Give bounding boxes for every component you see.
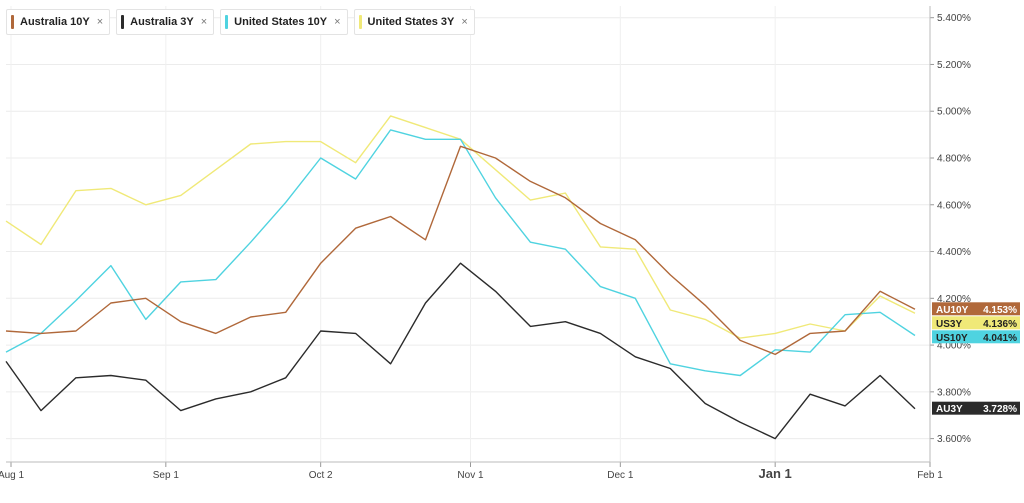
x-tick-label: Oct 2 <box>309 470 333 481</box>
close-icon[interactable]: × <box>334 16 341 28</box>
last-value-box <box>932 330 1020 344</box>
legend-item-united-states-10y[interactable]: United States 10Y × <box>220 9 348 35</box>
last-value-box <box>932 302 1020 316</box>
legend-label-united-states-10y: United States 10Y <box>234 16 328 28</box>
series-last-value: 3.728% <box>983 404 1017 415</box>
y-tick-label: 4.600% <box>937 200 971 211</box>
series-tag: US10Y <box>936 333 968 344</box>
series-tag: AU10Y <box>936 305 969 316</box>
grid <box>6 6 931 462</box>
x-tick-label: Jan 1 <box>759 466 792 481</box>
last-value-label-us10y: US10Y 4.041% <box>932 330 1020 344</box>
y-tick-label: 3.800% <box>937 387 971 398</box>
close-icon[interactable]: × <box>96 16 104 28</box>
series-last-value: 4.041% <box>983 333 1017 344</box>
series-last-value: 4.136% <box>983 319 1017 330</box>
legend-item-australia-3y[interactable]: Australia 3Y × <box>116 9 215 35</box>
y-tick-label: 5.400% <box>937 13 971 24</box>
x-tick-label: Dec 1 <box>607 470 634 481</box>
y-tick-label: 4.000% <box>937 341 971 352</box>
last-value-label-au10y: AU10Y 4.153% <box>932 302 1020 316</box>
legend-label-united-states-3y: United States 3Y <box>367 16 455 28</box>
legend-swatch-united-states-10y <box>225 15 229 29</box>
series-line-united-states-3y <box>5 115 916 339</box>
last-value-label-us3y: US3Y 4.136% <box>932 316 1020 330</box>
series-tag: AU3Y <box>936 404 963 415</box>
legend-swatch-australia-10y <box>11 15 14 29</box>
close-icon[interactable]: × <box>461 16 468 28</box>
y-tick-label: 5.200% <box>937 60 971 71</box>
legend-label-australia-3y: Australia 3Y <box>130 16 194 28</box>
y-tick-label: 3.600% <box>937 434 971 445</box>
x-tick-label: Sep 1 <box>153 470 180 481</box>
last-value-box <box>932 401 1020 415</box>
x-tick-label: Aug 1 <box>0 470 24 481</box>
series-lines <box>5 115 916 440</box>
y-tick-label: 4.200% <box>937 294 971 305</box>
series-line-australia-3y <box>5 262 916 440</box>
legend: Australia 10Y × Australia 3Y × United St… <box>6 9 475 35</box>
x-tick-label: Feb 1 <box>917 470 943 481</box>
x-tick-label: Nov 1 <box>457 470 484 481</box>
close-icon[interactable]: × <box>200 16 208 28</box>
legend-swatch-australia-3y <box>121 15 125 29</box>
last-value-label-au3y: AU3Y 3.728% <box>932 401 1020 415</box>
legend-swatch-united-states-3y <box>358 15 362 29</box>
series-last-value: 4.153% <box>983 305 1017 316</box>
axes: 3.600% 3.800% 4.000% 4.200% 4.400% 4.600% 4.80… <box>0 6 971 481</box>
series-line-united-states-10y <box>5 129 916 377</box>
legend-item-australia-10y[interactable]: Australia 10Y × <box>6 9 111 35</box>
y-tick-label: 4.800% <box>937 154 971 165</box>
y-tick-label: 4.400% <box>937 247 971 258</box>
series-line-australia-10y <box>5 145 916 356</box>
legend-item-united-states-3y[interactable]: United States 3Y × <box>353 9 475 35</box>
legend-label-australia-10y: Australia 10Y <box>20 16 90 28</box>
last-value-box <box>932 316 1020 330</box>
series-tag: US3Y <box>936 319 962 330</box>
last-value-labels: AU10Y 4.153% US3Y 4.136% US10Y 4.041% AU3Y 3.72… <box>932 302 1020 415</box>
y-tick-label: 5.000% <box>937 107 971 118</box>
